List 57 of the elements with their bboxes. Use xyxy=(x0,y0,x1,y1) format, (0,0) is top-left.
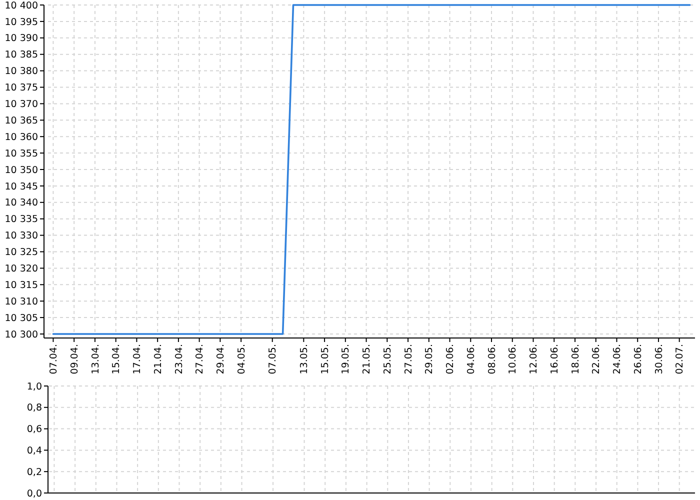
y-tick-label: 1,0 xyxy=(26,381,42,392)
y-tick-label: 10 365 xyxy=(4,115,38,126)
x-tick-label: 15.05. xyxy=(320,344,331,374)
x-tick-label: 26.06. xyxy=(632,344,644,374)
x-tick-label: 07.05. xyxy=(268,344,279,374)
x-tick-label: 29.04. xyxy=(216,344,227,374)
y-tick-label: 10 400 xyxy=(4,0,38,12)
y-tick-label: 10 375 xyxy=(4,82,38,94)
x-tick-label: 13.04. xyxy=(90,344,102,374)
x-tick-label: 17.04. xyxy=(132,344,144,374)
x-tick-label: 21.05. xyxy=(362,344,373,374)
y-tick-label: 10 350 xyxy=(4,164,38,176)
x-tick-label: 30.06. xyxy=(654,344,665,374)
x-tick-label: 02.07. xyxy=(674,344,686,374)
x-tick-label: 12.06. xyxy=(528,344,540,374)
y-tick-label: 10 390 xyxy=(4,33,38,44)
y-tick-label: 10 380 xyxy=(4,66,38,78)
x-tick-label: 19.05. xyxy=(340,344,352,374)
x-tick-label: 29.05. xyxy=(424,344,436,374)
x-tick-label: 22.06. xyxy=(591,344,602,374)
y-tick-label: 10 360 xyxy=(4,132,38,143)
y-tick-label: 10 305 xyxy=(4,312,38,324)
x-tick-label: 23.04. xyxy=(174,344,185,374)
x-tick-label: 18.06. xyxy=(570,344,582,374)
x-tick-label: 02.06. xyxy=(445,344,456,374)
x-tick-label: 13.05. xyxy=(298,344,310,374)
x-tick-label: 24.06. xyxy=(612,344,624,374)
x-tick-label: 09.04. xyxy=(69,344,80,374)
y-tick-label: 10 340 xyxy=(4,198,38,209)
y-tick-label: 10 355 xyxy=(4,148,38,160)
y-tick-label: 0,0 xyxy=(26,488,42,500)
y-tick-label: 10 330 xyxy=(4,230,38,242)
y-tick-label: 10 385 xyxy=(4,50,38,61)
y-tick-label: 10 320 xyxy=(4,264,38,275)
y-tick-label: 0,2 xyxy=(26,466,42,478)
y-tick-label: 10 395 xyxy=(4,16,38,28)
y-tick-label: 0,8 xyxy=(26,402,42,414)
y-tick-label: 0,6 xyxy=(26,424,42,436)
y-tick-label: 10 300 xyxy=(4,329,38,340)
x-tick-label: 04.05. xyxy=(236,344,248,374)
y-tick-label: 10 310 xyxy=(4,296,38,308)
x-tick-label: 15.04. xyxy=(111,344,122,374)
x-tick-label: 21.04. xyxy=(152,344,164,374)
x-tick-label: 27.05. xyxy=(403,344,414,374)
x-tick-label: 16.06. xyxy=(549,344,560,374)
y-tick-label: 10 370 xyxy=(4,99,38,110)
y-tick-label: 0,4 xyxy=(26,446,42,457)
x-tick-label: 10.06. xyxy=(508,344,519,374)
x-tick-label: 25.05. xyxy=(382,344,394,374)
y-tick-label: 10 335 xyxy=(4,214,38,226)
x-tick-label: 27.04. xyxy=(194,344,206,374)
y-tick-label: 10 345 xyxy=(4,181,38,192)
x-tick-label: 07.04. xyxy=(48,344,60,374)
y-tick-label: 10 315 xyxy=(4,280,38,291)
x-tick-label: 08.06. xyxy=(486,344,498,374)
x-tick-label: 04.06. xyxy=(466,344,477,374)
y-tick-label: 10 325 xyxy=(4,247,38,258)
